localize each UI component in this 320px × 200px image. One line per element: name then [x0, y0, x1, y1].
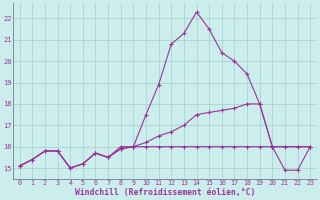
X-axis label: Windchill (Refroidissement éolien,°C): Windchill (Refroidissement éolien,°C) [75, 188, 255, 197]
